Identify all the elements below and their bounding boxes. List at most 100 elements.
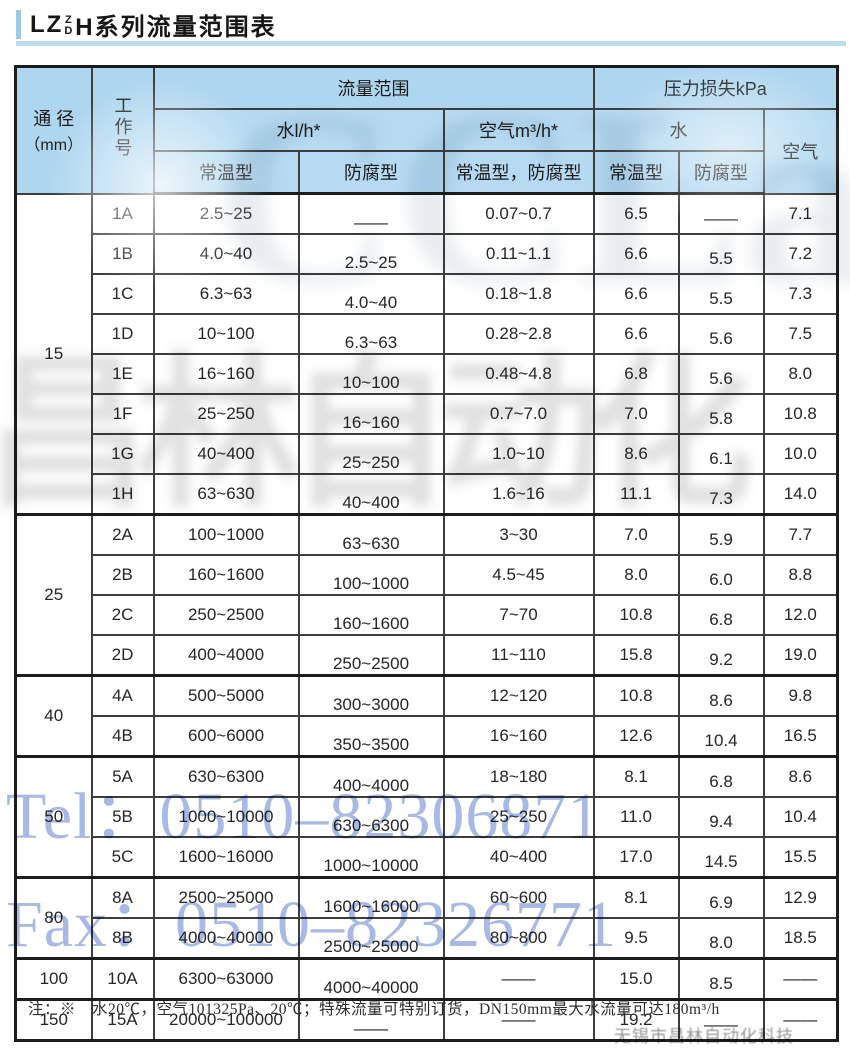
loss-water-normal-cell: 6.8	[592, 353, 680, 395]
loss-air-cell: 7.7	[762, 513, 839, 556]
diameter-cell: 25	[14, 513, 93, 677]
loss-water-normal-cell: 11.1	[592, 473, 680, 516]
loss-air-cell: 12.9	[762, 876, 839, 919]
loss-water-anti-cell: ——	[677, 998, 765, 1042]
code-cell: 2A	[90, 513, 155, 556]
loss-air-cell: 7.5	[762, 313, 839, 355]
water-anti-cell: ——	[297, 192, 445, 235]
loss-water-normal-cell: 15.8	[592, 634, 680, 677]
diameter-cell: 100	[14, 957, 93, 1001]
water-anti-cell: 4.0~40	[297, 273, 445, 315]
loss-water-anti-cell: 10.4	[677, 715, 765, 758]
header-loss-anti: 防腐型	[677, 150, 765, 195]
water-anti-cell: 630~6300	[297, 796, 445, 838]
water-normal-cell: 400~4000	[152, 634, 300, 677]
code-cell: 1F	[90, 393, 155, 435]
water-anti-cell: 100~1000	[297, 554, 445, 596]
loss-air-cell: 7.2	[762, 233, 839, 275]
table-row: 1D 10~100 6.3~63 0.28~2.8 6.6 5.6 7.5	[16, 313, 839, 355]
header-air-normal-anti: 常温型，防腐型	[442, 150, 595, 195]
water-anti-cell: 160~1600	[297, 594, 445, 636]
table-body: 15 1A 2.5~25 —— 0.07~0.7 6.5 —— 7.1 1B 4…	[14, 192, 839, 1042]
air-range-cell: 0.18~1.8	[442, 273, 595, 315]
code-cell: 15A	[90, 998, 155, 1042]
loss-air-cell: ——	[762, 957, 839, 1001]
water-normal-cell: 20000~100000	[152, 998, 300, 1042]
loss-air-cell: 10.0	[762, 433, 839, 475]
code-cell: 8B	[90, 917, 155, 960]
loss-water-normal-cell: 8.0	[592, 554, 680, 596]
water-anti-cell: 250~2500	[297, 634, 445, 677]
table-row: 5C 1600~16000 1000~10000 40~400 17.0 14.…	[16, 836, 839, 879]
water-normal-cell: 630~6300	[152, 755, 300, 798]
water-normal-cell: 4.0~40	[152, 233, 300, 275]
air-range-cell: 0.28~2.8	[442, 313, 595, 355]
water-normal-cell: 16~160	[152, 353, 300, 395]
water-normal-cell: 100~1000	[152, 513, 300, 556]
table-row: 1F 25~250 16~160 0.7~7.0 7.0 5.8 10.8	[16, 393, 839, 435]
water-normal-cell: 250~2500	[152, 594, 300, 636]
water-anti-cell: 25~250	[297, 433, 445, 475]
loss-water-normal-cell: 17.0	[592, 836, 680, 879]
table-row: 2D 400~4000 250~2500 11~110 15.8 9.2 19.…	[16, 634, 839, 677]
table-row: 80 8A 2500~25000 1600~16000 60~600 8.1 6…	[14, 876, 839, 960]
loss-air-cell: 10.4	[762, 796, 839, 838]
water-normal-cell: 2.5~25	[152, 192, 300, 235]
loss-water-normal-cell: 11.0	[592, 796, 680, 838]
air-range-cell: 3~30	[442, 513, 595, 556]
loss-air-cell: 7.3	[762, 273, 839, 315]
page-title-text: LZ Z D H系列流量范围表	[30, 7, 277, 42]
code-cell: 10A	[90, 957, 155, 1001]
loss-water-normal-cell: 9.5	[592, 917, 680, 960]
water-normal-cell: 6300~63000	[152, 957, 300, 1001]
loss-water-anti-cell: 6.0	[677, 554, 765, 596]
water-anti-cell: 350~3500	[297, 715, 445, 758]
loss-water-normal-cell: 19.2	[592, 998, 680, 1042]
header-row-1: 通 径 （mm） 工作号 流量范围 压力损失kPa	[14, 65, 839, 195]
code-cell: 1B	[90, 233, 155, 275]
code-cell: 1H	[90, 473, 155, 516]
header-water: 水	[592, 108, 765, 152]
table-row: 8B 4000~40000 2500~25000 80~800 9.5 8.0 …	[16, 917, 839, 960]
water-normal-cell: 1000~10000	[152, 796, 300, 838]
air-range-cell: 16~160	[442, 715, 595, 758]
code-cell: 1A	[90, 192, 155, 235]
table-row: 1B 4.0~40 2.5~25 0.11~1.1 6.6 5.5 7.2	[16, 233, 839, 275]
code-cell: 5C	[90, 836, 155, 879]
loss-water-anti-cell: 5.8	[677, 393, 765, 435]
water-anti-cell: 1600~16000	[297, 876, 445, 919]
water-anti-cell: 400~4000	[297, 755, 445, 798]
air-range-cell: 0.7~7.0	[442, 393, 595, 435]
table-row: 2B 160~1600 100~1000 4.5~45 8.0 6.0 8.8	[16, 554, 839, 596]
footnote: 注：※ 水20℃，空气101325Pa、20℃；特殊流量可特别订货，DN150m…	[28, 1001, 720, 1018]
water-normal-cell: 4000~40000	[152, 917, 300, 960]
loss-water-anti-cell: 7.3	[677, 473, 765, 516]
water-normal-cell: 500~5000	[152, 674, 300, 717]
air-range-cell: 0.07~0.7	[442, 192, 595, 235]
header-pressure-loss: 压力损失kPa	[592, 65, 839, 110]
loss-water-normal-cell: 6.5	[592, 192, 680, 235]
table-row: 1G 40~400 25~250 1.0~10 8.6 6.1 10.0	[16, 433, 839, 475]
water-anti-cell: 2500~25000	[297, 917, 445, 960]
code-cell: 5B	[90, 796, 155, 838]
water-anti-cell: 40~400	[297, 473, 445, 516]
table-row: 25 2A 100~1000 63~630 3~30 7.0 5.9 7.7	[14, 513, 839, 677]
air-range-cell: 1.6~16	[442, 473, 595, 516]
table-row: 1C 6.3~63 4.0~40 0.18~1.8 6.6 5.5 7.3	[16, 273, 839, 315]
table-row: 4B 600~6000 350~3500 16~160 12.6 10.4 16…	[16, 715, 839, 758]
air-range-cell: 60~600	[442, 876, 595, 919]
code-cell: 5A	[90, 755, 155, 798]
loss-water-normal-cell: 8.1	[592, 876, 680, 919]
air-range-cell: 18~180	[442, 755, 595, 798]
air-range-cell: 80~800	[442, 917, 595, 960]
code-cell: 2D	[90, 634, 155, 677]
water-normal-cell: 10~100	[152, 313, 300, 355]
header-water-anti: 防腐型	[297, 150, 445, 195]
air-range-cell: 7~70	[442, 594, 595, 636]
table-row: 1H 63~630 40~400 1.6~16 11.1 7.3 14.0	[16, 473, 839, 516]
loss-water-normal-cell: 10.8	[592, 594, 680, 636]
air-range-cell: 12~120	[442, 674, 595, 717]
loss-air-cell: 15.5	[762, 836, 839, 879]
diameter-cell: 40	[14, 674, 93, 758]
